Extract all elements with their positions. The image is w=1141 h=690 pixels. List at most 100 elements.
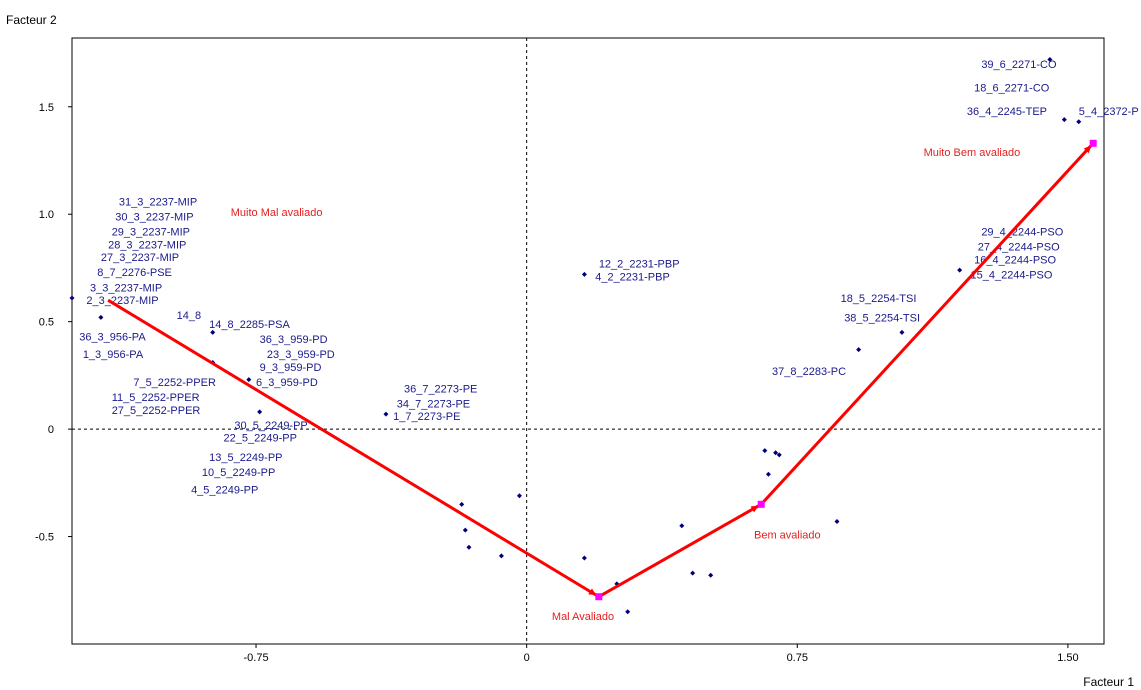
trajectory-arrowhead xyxy=(750,505,759,513)
trajectory-segment xyxy=(598,503,762,599)
annotation-label: Bem avaliado xyxy=(754,529,821,541)
annotation-label: Muito Bem avaliado xyxy=(924,147,1021,159)
point-label: 12_2_2231-PBP xyxy=(599,259,680,271)
point-label: 36_7_2273-PE xyxy=(404,383,477,395)
data-point xyxy=(1047,56,1053,62)
y-tick-label: -0.5 xyxy=(35,532,54,544)
trajectory-marker xyxy=(1089,139,1097,147)
y-tick-label: 1.5 xyxy=(39,102,54,114)
data-point xyxy=(690,570,696,576)
point-label: 38_5_2254-TSI xyxy=(844,312,920,324)
data-point xyxy=(957,267,963,273)
point-label: 8_7_2276-PSE xyxy=(97,267,172,279)
trajectory-arrowhead xyxy=(588,588,597,596)
point-label: 30_5_2249-PP xyxy=(234,420,307,432)
data-point xyxy=(466,544,472,550)
point-label: 18_5_2254-TSI xyxy=(841,293,917,305)
data-point xyxy=(498,553,504,559)
point-label: 2_3_2237-MIP xyxy=(86,295,158,307)
x-axis-ticks: -0.75 0 0.75 1.50 xyxy=(243,644,1079,664)
data-point xyxy=(765,471,771,477)
point-label: 27_4_2244-PSO xyxy=(978,241,1060,253)
data-point xyxy=(581,271,587,277)
point-label: 30_3_2237-MIP xyxy=(115,211,193,223)
point-label: 6_3_959-PD xyxy=(256,377,318,389)
y-tick-label: 0 xyxy=(48,424,54,436)
point-label: 10_5_2249-PP xyxy=(202,467,275,479)
data-point xyxy=(856,347,862,353)
point-label: 14_8_2285-PSA xyxy=(209,319,290,331)
data-point xyxy=(834,519,840,525)
point-label: 13_5_2249-PP xyxy=(209,452,282,464)
data-point xyxy=(1061,117,1067,123)
point-label: 16_4_2244-PSO xyxy=(974,254,1056,266)
data-point xyxy=(773,450,779,456)
point-label: 23_3_959-PD xyxy=(267,349,335,361)
data-point xyxy=(69,295,75,301)
trajectory-marker xyxy=(595,593,603,601)
x-axis-title: Facteur 1 xyxy=(1083,675,1134,689)
point-label: 11_5_2252-PPER xyxy=(112,392,200,404)
point-label: 3_3_2237-MIP xyxy=(90,282,162,294)
point-label: 36_3_959-PD xyxy=(260,334,328,346)
data-point xyxy=(1076,119,1082,125)
point-label: 14_8 xyxy=(177,310,201,322)
x-tick-label: 1.50 xyxy=(1057,652,1078,664)
point-label: 29_4_2244-PSO xyxy=(981,226,1063,238)
point-label: 36_3_956-PA xyxy=(79,332,146,344)
annotation-label: Muito Mal avaliado xyxy=(231,207,323,219)
x-tick-label: 0 xyxy=(524,652,530,664)
data-point xyxy=(257,409,263,415)
x-tick-label: -0.75 xyxy=(243,652,268,664)
annotation-label: Mal Avaliado xyxy=(552,611,614,623)
point-label: 22_5_2249-PP xyxy=(224,433,297,445)
data-point xyxy=(246,377,252,383)
data-point xyxy=(383,411,389,417)
y-axis-ticks: -0.5 0 0.5 1.0 1.5 xyxy=(35,102,72,544)
plot-area-frame xyxy=(71,37,1105,645)
point-label: 27_5_2252-PPER xyxy=(112,405,201,417)
data-point xyxy=(459,501,465,507)
trajectory-segment xyxy=(107,298,600,599)
x-tick-label: 0.75 xyxy=(787,652,808,664)
y-axis-title: Facteur 2 xyxy=(6,13,57,27)
trajectory-arrowhead xyxy=(1083,145,1092,154)
data-point xyxy=(762,448,768,454)
point-label: 39_6_2271-CO xyxy=(981,59,1057,71)
point-label: 36_4_2245-TEP xyxy=(967,106,1047,118)
data-point xyxy=(708,572,714,578)
point-label: 37_8_2283-PC xyxy=(772,366,846,378)
point-label: 7_5_2252-PPER xyxy=(133,377,216,389)
trajectory xyxy=(107,139,1097,601)
point-label: 31_3_2237-MIP xyxy=(119,196,197,208)
data-point xyxy=(581,555,587,561)
y-tick-label: 1.0 xyxy=(39,209,54,221)
point-label: 1_7_2273-PE xyxy=(393,411,460,423)
data-points xyxy=(69,56,1082,615)
point-label: 9_3_959-PD xyxy=(260,362,322,374)
point-label: 1_3_956-PA xyxy=(83,349,144,361)
point-label: 5_4_2372-P xyxy=(1079,106,1139,118)
point-label: 34_7_2273-PE xyxy=(397,398,470,410)
point-label: 28_3_2237-MIP xyxy=(108,239,186,251)
data-point xyxy=(516,493,522,499)
data-point xyxy=(776,452,782,458)
data-point xyxy=(462,527,468,533)
y-tick-label: 0.5 xyxy=(39,317,54,329)
data-point xyxy=(899,329,905,335)
point-label: 29_3_2237-MIP xyxy=(112,226,190,238)
data-point xyxy=(210,329,216,335)
point-label: 15_4_2244-PSO xyxy=(970,269,1052,281)
annotations: Muito Mal avaliado Mal Avaliado Bem avalia… xyxy=(231,147,1020,623)
point-label: 18_6_2271-CO xyxy=(974,82,1050,94)
data-point xyxy=(98,314,104,320)
trajectory-marker xyxy=(757,500,765,508)
data-point xyxy=(679,523,685,529)
point-label: 4_5_2249-PP xyxy=(191,484,258,496)
trajectory-segment xyxy=(760,142,1095,506)
data-point xyxy=(625,609,631,615)
point-labels: 39_6_2271-CO 18_6_2271-CO 36_4_2245-TEP 5_4… xyxy=(79,59,1138,496)
point-label: 27_3_2237-MIP xyxy=(101,252,179,264)
point-label: 4_2_2231-PBP xyxy=(595,272,670,284)
